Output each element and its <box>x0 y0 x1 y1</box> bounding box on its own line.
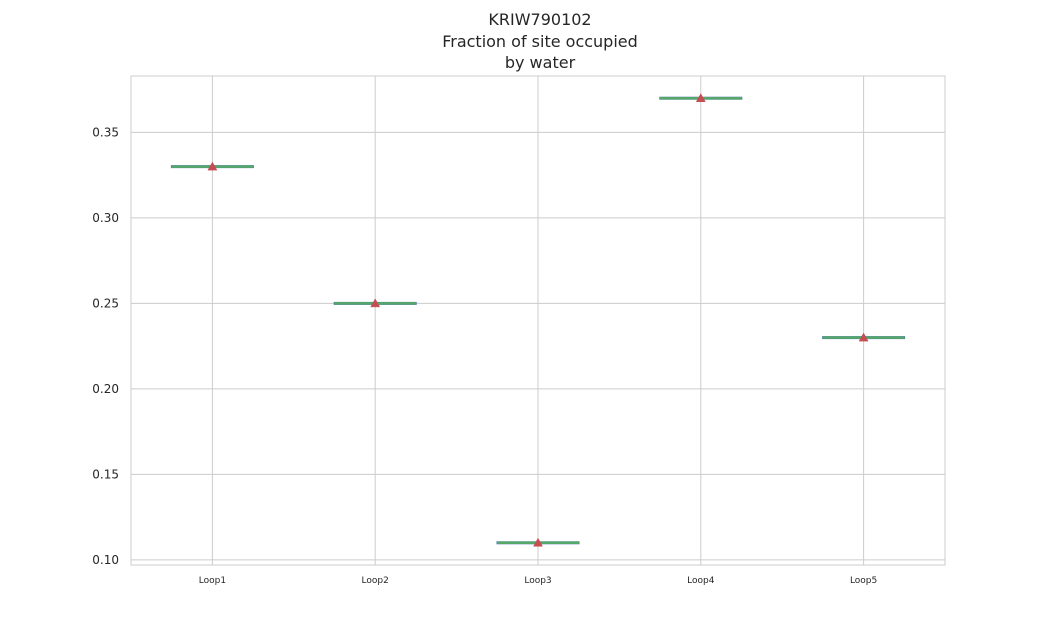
x-axis-ticks: Loop1 Loop2 Loop3 Loop4 Loop5 <box>199 576 878 586</box>
x-tick-label: Loop3 <box>524 576 551 586</box>
chart-title-line-2: Fraction of site occupied <box>442 32 638 51</box>
box-loop4 <box>659 93 743 102</box>
chart-title-line-3: by water <box>505 53 576 72</box>
box-loop2 <box>333 298 417 308</box>
box-loop3 <box>496 537 580 547</box>
box-series <box>170 93 906 547</box>
chart-title-line-1: KRIW790102 <box>488 10 591 29</box>
grid-lines <box>131 76 945 565</box>
mean-marker <box>858 332 869 342</box>
y-axis-ticks: 0.10 0.15 0.20 0.25 0.30 0.35 <box>92 125 119 566</box>
y-tick-label: 0.20 <box>92 382 119 396</box>
box-loop1 <box>170 161 254 171</box>
y-tick-label: 0.25 <box>92 296 119 310</box>
box-loop5 <box>822 332 906 342</box>
x-tick-label: Loop4 <box>687 576 715 586</box>
x-tick-label: Loop2 <box>362 576 389 586</box>
y-tick-label: 0.15 <box>92 467 119 481</box>
mean-marker <box>533 537 543 547</box>
mean-marker <box>207 161 218 171</box>
mean-marker <box>695 93 706 102</box>
y-tick-label: 0.35 <box>92 125 119 139</box>
chart-title: KRIW790102 Fraction of site occupied by … <box>442 10 638 72</box>
x-tick-label: Loop1 <box>199 576 226 586</box>
mean-marker <box>370 298 381 308</box>
y-tick-label: 0.30 <box>92 211 119 225</box>
y-tick-label: 0.10 <box>92 553 119 567</box>
x-tick-label: Loop5 <box>850 576 877 586</box>
